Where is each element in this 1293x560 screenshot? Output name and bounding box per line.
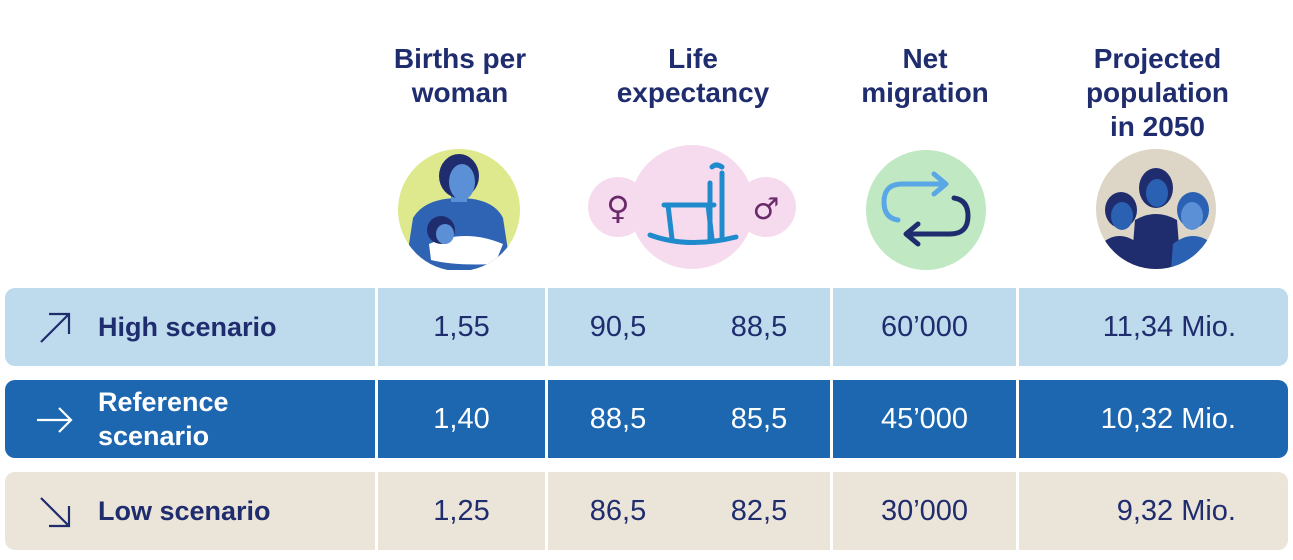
group-of-people-icon xyxy=(1096,149,1216,269)
arrow-up-right-icon xyxy=(40,312,71,343)
scenario-label-cell: High scenario xyxy=(5,288,375,366)
row-low-scenario: Low scenario 1,25 86,5 82,5 30’000 9,32 … xyxy=(5,472,1288,550)
header-net-migration: Net migration xyxy=(861,43,989,108)
scenario-label: Low scenario xyxy=(98,496,271,526)
life-male-value: 82,5 xyxy=(730,494,788,527)
births-value: 1,40 xyxy=(433,402,490,435)
life-male-value: 88,5 xyxy=(730,310,788,343)
scenario-label-cell: Reference scenario xyxy=(5,380,375,458)
life-female-value: 86,5 xyxy=(589,494,647,527)
loop-arrows-icon xyxy=(866,150,986,270)
arrow-right-icon xyxy=(37,407,73,433)
population-value: 10,32 Mio. xyxy=(1100,402,1236,435)
header-life-expectancy: Life expectancy xyxy=(616,43,770,108)
header-births-per-woman: Births per woman xyxy=(393,43,527,108)
births-value: 1,55 xyxy=(433,310,490,343)
population-value: 9,32 Mio. xyxy=(1116,494,1236,527)
life-male-value: 85,5 xyxy=(730,402,788,435)
migration-value: 45’000 xyxy=(880,402,969,435)
scenario-label: Reference scenario xyxy=(98,387,229,451)
male-symbol-icon: ♂ xyxy=(753,192,780,227)
row-reference-scenario: Reference scenario 1,40 88,5 85,5 45’000… xyxy=(5,380,1288,458)
migration-value: 60’000 xyxy=(880,310,969,343)
scenario-label-cell: Low scenario xyxy=(5,472,375,550)
births-value: 1,25 xyxy=(433,494,490,527)
row-high-scenario: High scenario 1,55 90,5 88,5 60’000 11,3… xyxy=(5,288,1288,366)
female-symbol-icon: ♀ xyxy=(606,189,629,227)
arrow-down-right-icon xyxy=(40,497,71,528)
migration-value: 30’000 xyxy=(880,494,969,527)
header-projected-population: Projected population in 2050 xyxy=(1085,43,1230,142)
scenario-label: High scenario xyxy=(98,312,277,342)
population-value: 11,34 Mio. xyxy=(1102,310,1236,343)
life-female-value: 88,5 xyxy=(589,402,647,435)
mother-with-baby-icon xyxy=(398,149,520,270)
rocking-chair-icon: ♀ ♂ xyxy=(588,145,796,269)
life-female-value: 90,5 xyxy=(589,310,647,343)
